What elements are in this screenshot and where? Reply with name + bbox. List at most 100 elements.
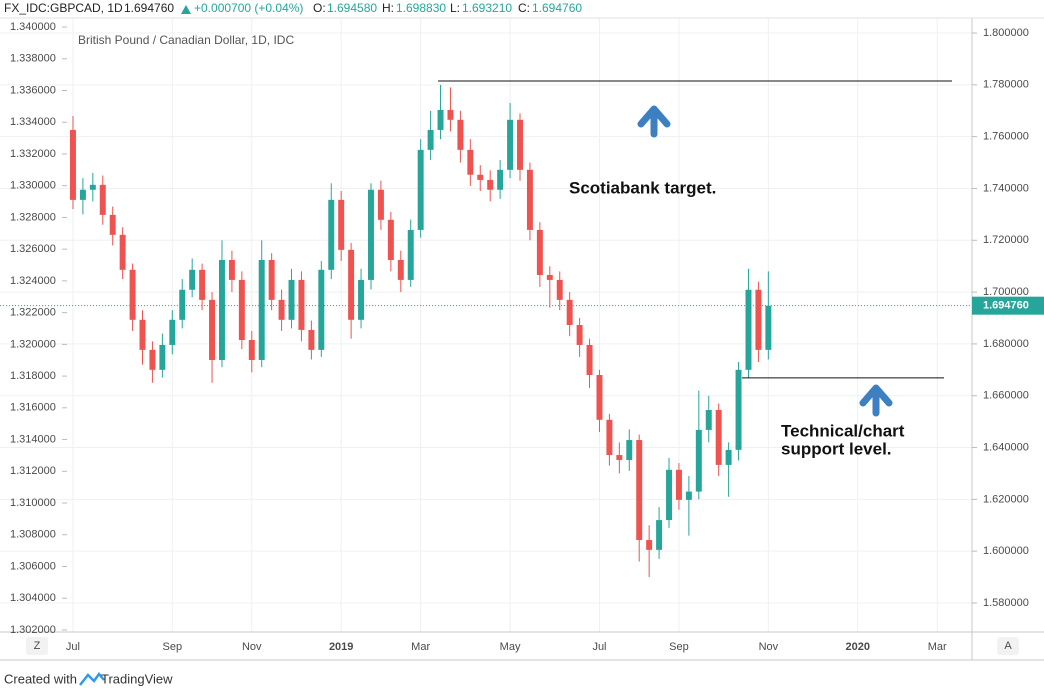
candle-body xyxy=(387,219,394,260)
zoom-button-label[interactable]: Z xyxy=(34,640,41,652)
candle-body xyxy=(546,274,553,280)
candle-body xyxy=(199,269,206,300)
close-label: C: xyxy=(518,1,530,15)
open-value: 1.694580 xyxy=(327,1,377,15)
open-label: O: xyxy=(313,1,326,15)
candle-body xyxy=(358,279,365,320)
x-tick-label: 2019 xyxy=(329,641,353,653)
candle-body xyxy=(377,189,384,220)
candle-body xyxy=(606,419,613,456)
up-icon xyxy=(181,5,191,14)
x-tick-label: Jul xyxy=(66,641,80,653)
logo-icon xyxy=(79,671,105,686)
candle-body xyxy=(149,349,156,370)
y-tick-label: 1.328000 xyxy=(10,211,56,223)
y2-tick-label: 1.660000 xyxy=(983,390,1029,402)
candle-body xyxy=(646,540,653,550)
y-tick-label: 1.340000 xyxy=(10,21,56,33)
y-tick-label: 1.320000 xyxy=(10,338,56,350)
y2-tick-label: 1.720000 xyxy=(983,234,1029,246)
candle-body xyxy=(288,279,295,320)
candle-body xyxy=(497,169,504,190)
candle-body xyxy=(189,269,196,290)
y2-tick-label: 1.760000 xyxy=(983,131,1029,143)
candle-body xyxy=(338,199,345,250)
zoom-button[interactable] xyxy=(26,637,48,655)
price-label-box xyxy=(972,296,1044,315)
candle-body xyxy=(735,369,742,450)
candle-body xyxy=(487,179,494,190)
arrow-icon xyxy=(859,384,893,417)
annotation-text: Scotiabank target. xyxy=(569,178,716,197)
candle-body xyxy=(725,449,732,465)
x-tick-label: May xyxy=(500,641,521,653)
high-label: H: xyxy=(382,1,394,15)
candle-body xyxy=(616,455,623,460)
candle-body xyxy=(129,269,136,320)
candle-body xyxy=(685,491,692,500)
y-tick-label: 1.338000 xyxy=(10,53,56,65)
candle-body xyxy=(636,440,643,541)
candle-body xyxy=(755,289,762,350)
y-tick-label: 1.330000 xyxy=(10,180,56,192)
y2-tick-label: 1.780000 xyxy=(983,79,1029,91)
candle-body xyxy=(536,229,543,275)
candle-body xyxy=(298,279,305,330)
candle-body xyxy=(596,375,603,420)
candle-body xyxy=(586,344,593,376)
candle-body xyxy=(89,184,96,190)
candle-body xyxy=(179,289,186,320)
y-tick-label: 1.332000 xyxy=(10,148,56,160)
candle-body xyxy=(427,129,434,150)
candle-body xyxy=(348,249,355,320)
y-tick-label: 1.322000 xyxy=(10,307,56,319)
candle-body xyxy=(328,199,335,270)
auto-button[interactable] xyxy=(997,637,1019,655)
y2-tick-label: 1.620000 xyxy=(983,493,1029,505)
candle-body xyxy=(397,259,404,280)
y-tick-label: 1.310000 xyxy=(10,497,56,509)
candle-body xyxy=(715,409,722,465)
annotation-text: support level. xyxy=(781,439,892,458)
candle-body xyxy=(248,340,255,360)
candle-body xyxy=(477,174,484,180)
chart-title: British Pound / Canadian Dollar, 1D, IDC xyxy=(78,33,294,47)
candle-body xyxy=(278,299,285,320)
candle-body xyxy=(705,409,712,430)
candle-body xyxy=(447,109,454,120)
candle-body xyxy=(457,119,464,150)
candle-body xyxy=(79,189,86,200)
candle-body xyxy=(99,184,106,215)
y2-tick-label: 1.680000 xyxy=(983,338,1029,350)
candle-body xyxy=(228,259,235,280)
auto-button-label[interactable]: A xyxy=(1004,640,1012,652)
candle-body xyxy=(556,279,563,300)
y2-tick-label: 1.600000 xyxy=(983,545,1029,557)
y-tick-label: 1.302000 xyxy=(10,624,56,636)
high-value: 1.698830 xyxy=(396,1,446,15)
y-tick-label: 1.314000 xyxy=(10,433,56,445)
y2-tick-label: 1.700000 xyxy=(983,286,1029,298)
y-tick-label: 1.316000 xyxy=(10,402,56,414)
candle-body xyxy=(69,129,76,200)
candle-body xyxy=(268,259,275,300)
y2-tick-label: 1.580000 xyxy=(983,597,1029,609)
x-tick-label: Sep xyxy=(669,641,689,653)
x-tick-label: Nov xyxy=(242,641,262,653)
last-price: 1.694760 xyxy=(124,1,174,15)
candle-body xyxy=(109,214,116,235)
candle-body xyxy=(238,279,245,341)
candle-body xyxy=(467,149,474,175)
y-tick-label: 1.326000 xyxy=(10,243,56,255)
y-tick-label: 1.334000 xyxy=(10,116,56,128)
x-tick-label: 2020 xyxy=(846,641,870,653)
candle-body xyxy=(407,229,414,280)
x-tick-label: Jul xyxy=(592,641,606,653)
candle-body xyxy=(507,119,514,170)
footer-brand: TradingView xyxy=(101,671,173,686)
candle-body xyxy=(318,269,325,350)
change: +0.000700 (+0.04%) xyxy=(194,1,303,15)
